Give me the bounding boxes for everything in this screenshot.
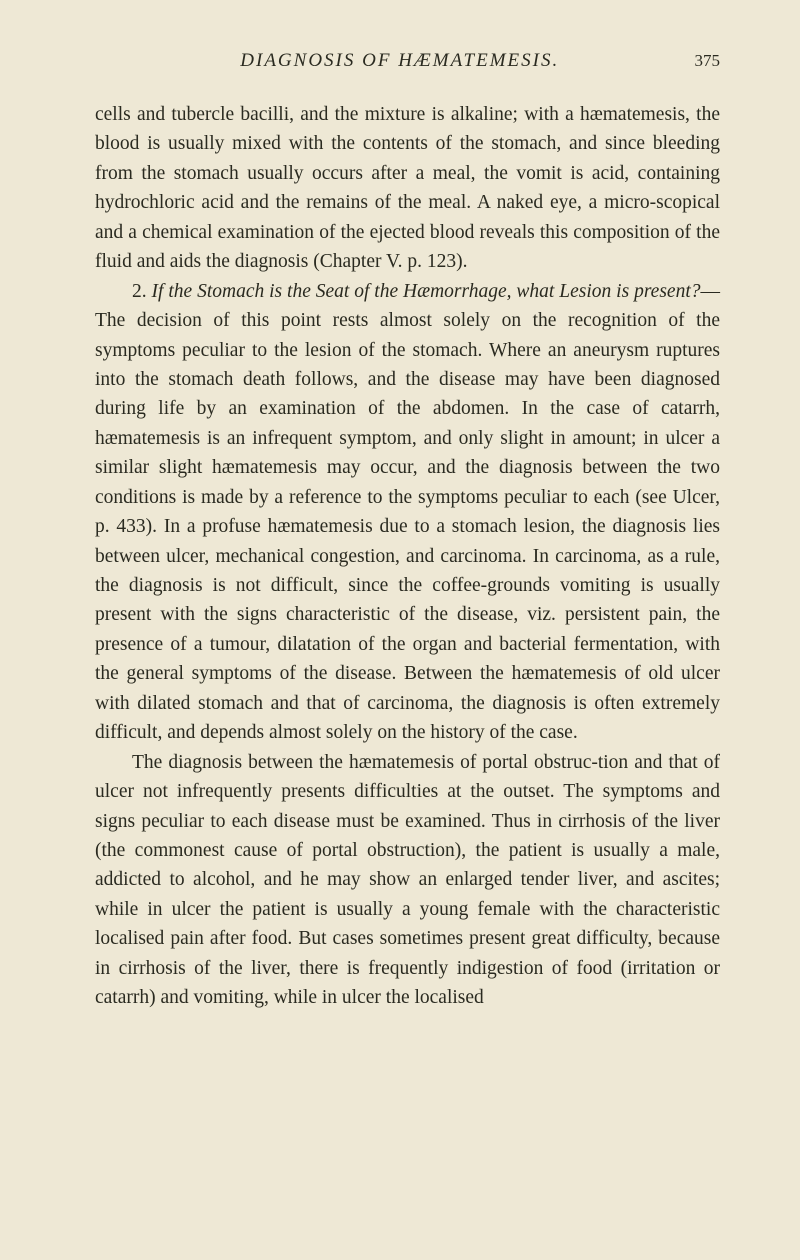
running-title: DIAGNOSIS OF HÆMATEMESIS.: [125, 50, 675, 72]
para2-italic: If the Stomach is the Seat of the Hæmorr…: [152, 281, 701, 302]
para2-prefix: 2.: [132, 281, 152, 302]
page-header: DIAGNOSIS OF HÆMATEMESIS. 375: [95, 50, 720, 72]
page-number: 375: [695, 51, 721, 71]
paragraph-3: The diagnosis between the hæmatemesis of…: [95, 748, 720, 1013]
body-text: cells and tubercle bacilli, and the mixt…: [95, 100, 720, 1013]
paragraph-1: cells and tubercle bacilli, and the mixt…: [95, 100, 720, 277]
paragraph-2: 2. If the Stomach is the Seat of the Hæm…: [95, 277, 720, 748]
para2-body: —The decision of this point rests almost…: [95, 281, 720, 744]
